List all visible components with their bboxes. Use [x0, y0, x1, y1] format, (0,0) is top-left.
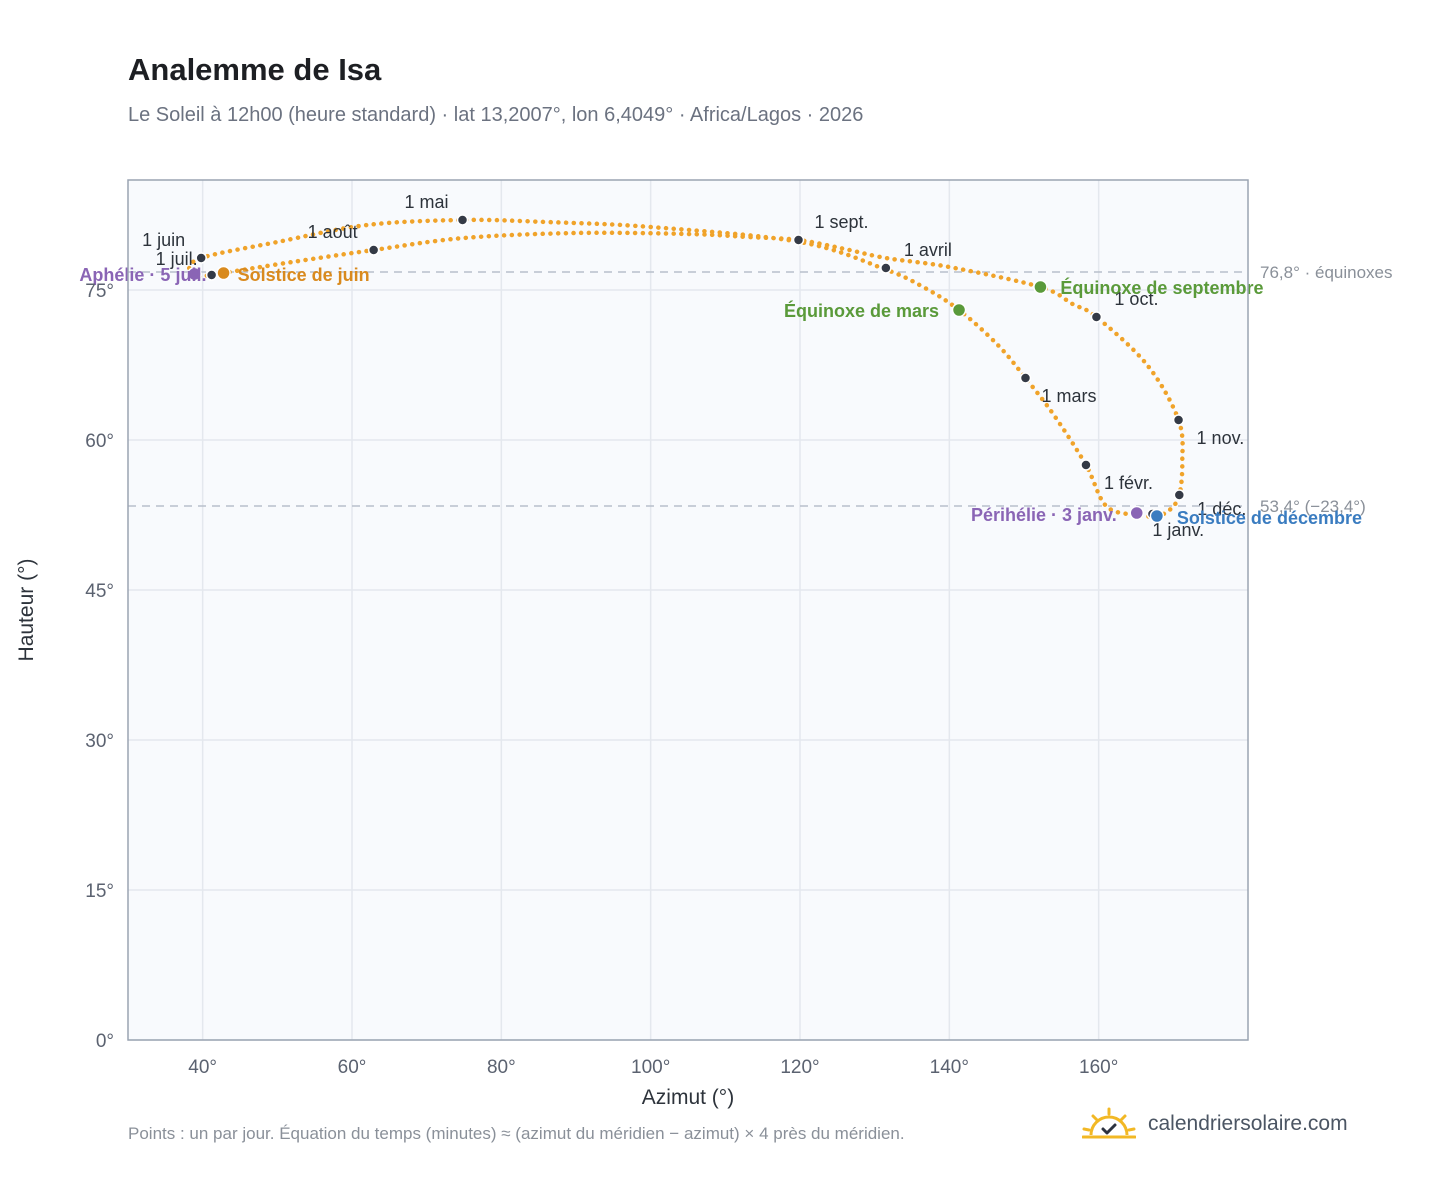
brand-name: calendriersolaire.com	[1148, 1112, 1348, 1135]
event-marker	[187, 266, 202, 282]
chart-subtitle: Le Soleil à 12h00 (heure standard) · lat…	[128, 104, 864, 126]
sun-check-icon	[1082, 1107, 1136, 1139]
plot-frame	[127, 179, 1249, 1041]
month-marker-label: 1 juil.	[156, 249, 198, 269]
month-marker-label: 1 août	[308, 222, 358, 242]
month-marker	[1080, 459, 1092, 471]
event-label: Périhélie · 3 janv.	[971, 505, 1117, 525]
y-tick-label: 60°	[85, 431, 114, 452]
y-tick-label: 75°	[85, 281, 114, 302]
month-marker-label: 1 janv.	[1152, 520, 1204, 540]
y-axis-label: Hauteur (°)	[15, 559, 38, 662]
month-marker-label: 1 nov.	[1197, 428, 1245, 448]
y-tick-label: 0°	[96, 1031, 114, 1052]
plot-area	[128, 180, 1248, 1040]
month-marker	[195, 252, 207, 264]
event-marker	[216, 265, 231, 281]
month-marker	[880, 262, 892, 274]
x-tick-label: 40°	[188, 1057, 217, 1078]
month-marker	[456, 214, 469, 226]
x-tick-label: 100°	[631, 1057, 670, 1078]
event-label: Équinoxe de septembre	[1060, 277, 1263, 298]
month-marker	[1173, 489, 1186, 501]
chart-title: Analemme de Isa	[128, 52, 382, 87]
grid-lines	[128, 180, 1248, 1041]
month-marker-label: 1 oct.	[1114, 289, 1158, 309]
event-markers: Équinoxe de mars Équinoxe de septembre Sol…	[79, 265, 1362, 528]
month-marker-label: 1 juin	[142, 230, 185, 250]
month-marker-label: 1 sept.	[815, 212, 869, 232]
y-axis-ticks: 0° 15° 30° 45° 60° 75°	[85, 281, 114, 1052]
reference-line-label: 53,4° (−23,4°)	[1260, 497, 1366, 516]
month-marker-label: 1 mai	[404, 192, 448, 212]
event-marker	[1033, 279, 1048, 295]
y-tick-label: 45°	[85, 581, 114, 602]
y-tick-label: 30°	[85, 731, 114, 752]
event-label: Solstice de décembre	[1177, 508, 1362, 528]
event-marker	[1149, 508, 1165, 524]
month-marker	[1090, 311, 1103, 323]
brand-logo[interactable]: calendriersolaire.com	[1082, 1104, 1348, 1144]
month-marker-label: 1 mars	[1041, 386, 1096, 406]
x-tick-label: 140°	[930, 1057, 969, 1078]
month-marker	[792, 234, 805, 246]
event-label: Solstice de juin	[238, 265, 370, 285]
month-marker	[1172, 414, 1185, 426]
x-tick-label: 160°	[1079, 1057, 1118, 1078]
event-marker	[1129, 505, 1144, 521]
x-tick-label: 120°	[780, 1057, 819, 1078]
month-marker-label: 1 févr.	[1104, 473, 1153, 493]
reference-lines: 76,8° · équinoxes 53,4° (−23,4°)	[128, 263, 1393, 516]
month-marker-label: 1 déc.	[1197, 499, 1246, 519]
event-label: Aphélie · 5 juil.	[79, 265, 206, 285]
event-marker	[951, 302, 967, 318]
x-tick-label: 80°	[487, 1057, 516, 1078]
footnote: Points : un par jour. Équation du temps …	[128, 1124, 905, 1143]
month-marker	[1019, 372, 1032, 384]
x-axis-label: Azimut (°)	[642, 1086, 734, 1109]
event-label: Équinoxe de mars	[784, 300, 939, 321]
month-marker	[367, 244, 380, 256]
x-tick-label: 60°	[338, 1057, 367, 1078]
month-marker-label: 1 avril	[904, 240, 952, 260]
month-marker	[205, 269, 218, 281]
reference-line-label: 76,8° · équinoxes	[1260, 263, 1393, 282]
x-axis-ticks: 40° 60° 80° 100° 120° 140° 160°	[188, 1057, 1118, 1078]
y-tick-label: 15°	[85, 881, 114, 902]
